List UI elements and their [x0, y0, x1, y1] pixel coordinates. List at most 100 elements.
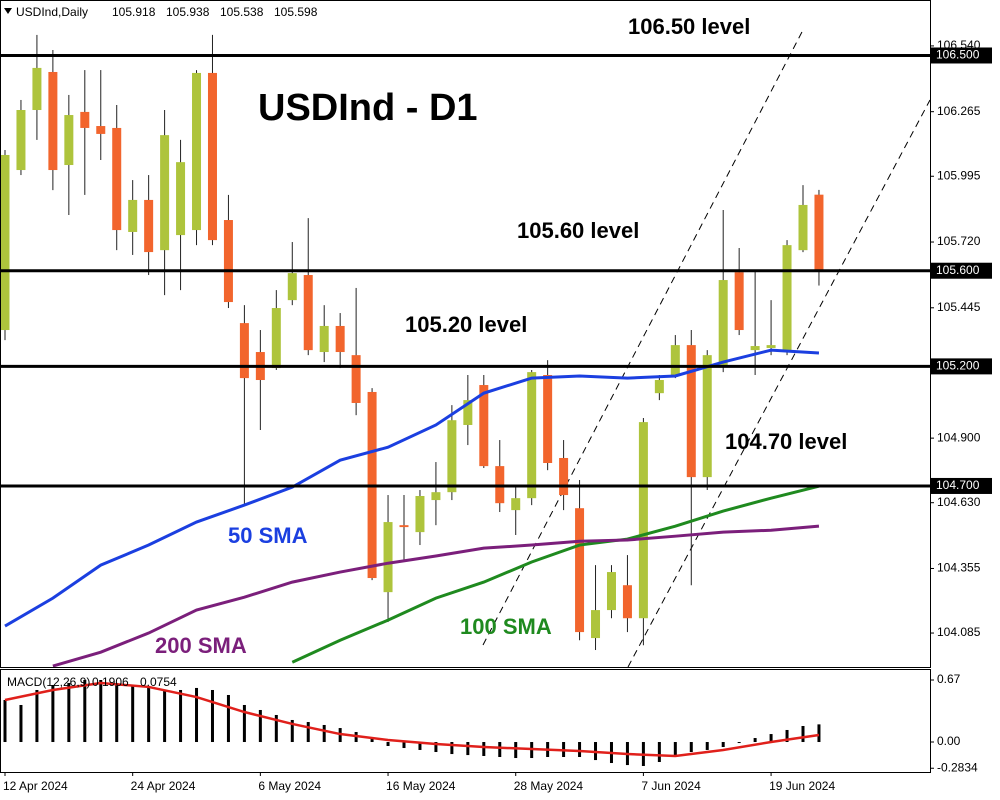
sma-label: 200 SMA: [155, 633, 247, 658]
macd-bar: [673, 742, 677, 756]
macd-bar: [242, 704, 246, 743]
macd-bar: [179, 689, 183, 743]
macd-bar: [147, 687, 151, 743]
x-tick-label: 28 May 2024: [514, 779, 584, 793]
candle-body: [16, 110, 26, 171]
macd-bar: [306, 722, 310, 743]
candle-body: [271, 308, 281, 369]
macd-bar: [370, 738, 374, 743]
candle-body: [447, 420, 457, 493]
candle-body: [351, 355, 361, 403]
macd-bar: [386, 742, 390, 746]
macd-bar: [578, 742, 582, 758]
macd-bar: [322, 724, 326, 743]
level-label: 104.700: [936, 478, 980, 492]
ohlc-open: 105.918: [112, 5, 156, 19]
macd-panel: [0, 669, 931, 773]
macd-bar: [785, 729, 789, 743]
sma-line: [52, 524, 820, 667]
y-tick-label: 104.085: [937, 625, 981, 639]
candle-body: [750, 346, 760, 351]
candle-body: [303, 275, 313, 351]
y-tick-label: 104.355: [937, 561, 981, 575]
ohlc-high: 105.938: [166, 5, 210, 19]
macd-bar: [482, 742, 486, 756]
level-tag: [931, 47, 992, 64]
x-tick-label: 19 Jun 2024: [769, 779, 835, 793]
candle-body: [207, 72, 217, 241]
y-tick-label: 105.720: [937, 234, 981, 248]
level-note: 105.60 level: [517, 218, 639, 243]
candle-body: [718, 280, 728, 365]
y-tick-label: 106.265: [937, 104, 981, 118]
macd-bar: [418, 742, 422, 750]
level-note: 106.50 level: [628, 14, 750, 39]
candle-body: [431, 492, 441, 501]
candle-body: [96, 126, 106, 134]
level-tag: [931, 477, 992, 494]
candle-body: [32, 67, 42, 111]
macd-plot: [3, 679, 821, 766]
macd-bar: [737, 742, 741, 744]
macd-bar: [131, 684, 135, 743]
candle-body: [1, 154, 10, 331]
macd-bar: [51, 684, 55, 743]
level-note: 105.20 level: [405, 312, 527, 337]
macd-bar: [195, 687, 199, 743]
candle-body: [144, 199, 154, 253]
y-tick-label: 105.445: [937, 300, 981, 314]
macd-bar: [290, 719, 294, 743]
y-tick-label: 105.995: [937, 168, 981, 182]
candle-body: [766, 345, 776, 348]
macd-bar: [721, 742, 725, 748]
macd-bar: [163, 689, 167, 743]
x-tick-label: 7 Jun 2024: [641, 779, 701, 793]
candle-body: [575, 508, 585, 633]
trend-line: [482, 29, 804, 646]
macd-bar: [514, 742, 518, 759]
macd-bar: [434, 742, 438, 753]
candle-body: [176, 162, 186, 236]
signal-line: [4, 681, 820, 758]
candle-body: [638, 422, 648, 619]
menu-arrow: [4, 8, 12, 14]
macd-bar: [817, 724, 821, 743]
ohlc-close: 105.598: [274, 5, 318, 19]
y-tick-label: 104.630: [937, 495, 981, 509]
candle-body: [287, 273, 297, 301]
macd-value: 0.1906: [92, 675, 129, 689]
x-tick-label: 16 May 2024: [386, 779, 456, 793]
main-panel: [0, 0, 931, 668]
level-tag: [931, 358, 992, 375]
macd-bar: [115, 682, 119, 743]
macd-bar: [466, 742, 470, 756]
macd-bar: [689, 742, 693, 753]
macd-bar: [657, 742, 661, 763]
macd-bar: [258, 709, 262, 743]
candle-body: [686, 345, 696, 478]
symbol: USDInd,Daily: [16, 5, 88, 19]
candle-body: [670, 345, 680, 375]
sma-line: [291, 484, 820, 664]
candle-body: [798, 204, 808, 251]
candle-body: [782, 245, 792, 351]
macd-bar: [753, 738, 757, 743]
y-tick-label: -0.2834: [937, 760, 978, 774]
overlay: USDInd,Daily 105.918 105.938 105.538 105…: [0, 5, 992, 689]
x-tick-label: 12 Apr 2024: [3, 779, 68, 793]
y-tick-label: 104.900: [937, 430, 981, 444]
candle-body: [383, 522, 393, 593]
macd-title: MACD(12,26,9): [7, 675, 90, 689]
macd-bar: [83, 679, 87, 743]
macd-bar: [801, 725, 805, 743]
y-tick-label: 0.00: [937, 734, 961, 748]
candle-body: [64, 115, 74, 166]
candle-body: [160, 135, 170, 251]
candle-body: [463, 400, 473, 425]
candle-body: [399, 525, 409, 528]
ohlc-low: 105.538: [220, 5, 264, 19]
candle-body: [479, 385, 489, 467]
candle-body: [559, 457, 569, 496]
macd-bar: [450, 742, 454, 755]
